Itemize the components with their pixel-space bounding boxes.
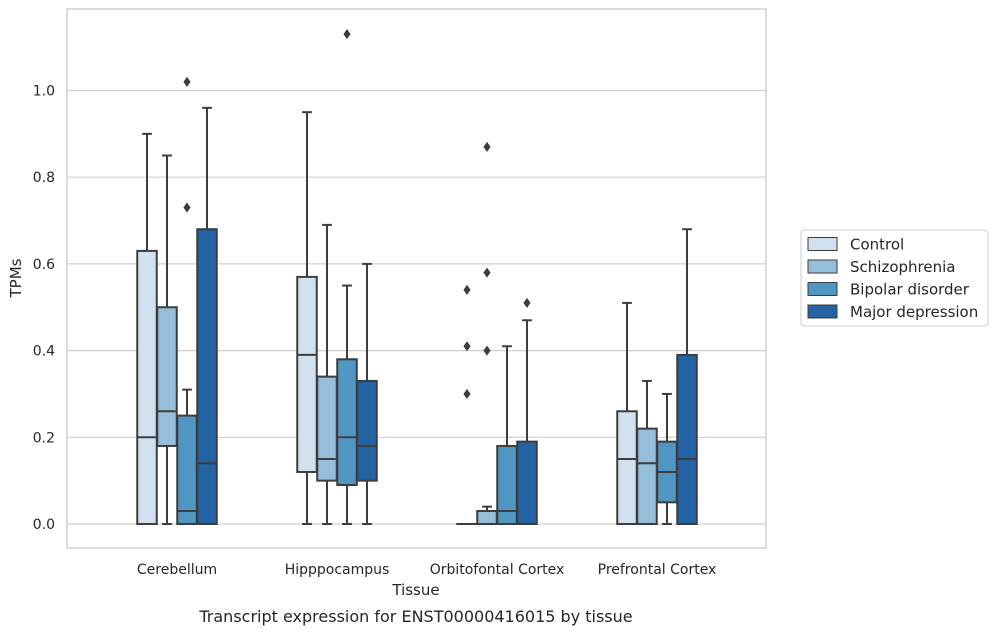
legend-item: Bipolar disorder bbox=[807, 281, 970, 299]
box-group bbox=[676, 228, 698, 525]
legend-swatch bbox=[807, 259, 838, 274]
outlier-point bbox=[463, 284, 471, 295]
box-group bbox=[456, 284, 478, 526]
legend-swatch bbox=[807, 282, 838, 296]
box-group bbox=[476, 141, 498, 525]
box-group bbox=[516, 297, 538, 526]
box-iqr bbox=[356, 379, 378, 482]
outlier-point bbox=[183, 76, 191, 87]
legend-item: Schizophrenia bbox=[807, 258, 955, 276]
y-tick-label: 1.0 bbox=[33, 84, 55, 100]
outlier-point bbox=[523, 297, 531, 308]
chart-caption: Transcript expression for ENST0000041601… bbox=[198, 607, 632, 626]
box-iqr bbox=[516, 440, 538, 526]
box-iqr bbox=[296, 275, 318, 473]
legend-swatch bbox=[807, 304, 838, 319]
outlier-point bbox=[343, 29, 351, 40]
y-axis-label: TPMs bbox=[7, 258, 25, 298]
legend-item: Control bbox=[807, 236, 904, 254]
y-tick-label: 0.4 bbox=[33, 344, 55, 360]
box-iqr bbox=[496, 444, 518, 525]
box-group bbox=[356, 262, 378, 525]
outlier-point bbox=[183, 202, 191, 213]
legend-frame bbox=[800, 229, 989, 327]
plot-frame bbox=[66, 8, 767, 549]
x-tick-label: Hipppocampus bbox=[285, 562, 390, 578]
y-tick-label: 0.6 bbox=[33, 257, 55, 273]
legend-label: Schizophrenia bbox=[850, 258, 955, 276]
box-iqr bbox=[176, 414, 198, 525]
box-iqr bbox=[616, 410, 638, 526]
outlier-point bbox=[463, 388, 471, 399]
box-group bbox=[316, 223, 338, 525]
x-tick-labels: Cerebellum Hipppocampus Orbitofontal Corte… bbox=[137, 562, 716, 578]
outlier-point bbox=[483, 141, 491, 152]
box-iqr bbox=[636, 427, 658, 526]
legend-label: Bipolar disorder bbox=[850, 281, 970, 299]
legend-items: Control Schizophrenia Bipolar disorder Majo… bbox=[807, 236, 978, 321]
box-iqr bbox=[196, 228, 218, 525]
y-tick-label: 0.0 bbox=[33, 517, 55, 533]
box-group bbox=[156, 154, 178, 525]
legend-label: Major depression bbox=[850, 303, 978, 321]
outlier-point bbox=[483, 345, 491, 356]
legend: Control Schizophrenia Bipolar disorder Majo… bbox=[800, 229, 989, 327]
x-tick-label: Orbitofontal Cortex bbox=[430, 562, 565, 578]
box-group bbox=[296, 111, 318, 525]
y-tick-label: 0.8 bbox=[33, 170, 55, 186]
y-tick-label: 0.2 bbox=[33, 430, 55, 446]
box-iqr bbox=[156, 306, 178, 447]
legend-label: Control bbox=[850, 236, 904, 254]
box-iqr bbox=[336, 358, 358, 486]
box-group bbox=[496, 345, 518, 525]
box-iqr bbox=[316, 375, 338, 482]
x-axis-label: Tissue bbox=[391, 581, 439, 599]
box-group bbox=[196, 106, 218, 525]
box-iqr bbox=[136, 249, 158, 526]
box-iqr bbox=[476, 509, 498, 525]
legend-swatch bbox=[807, 237, 838, 251]
y-tick-labels: 0.0 0.2 0.4 0.6 0.8 1.0 bbox=[33, 84, 55, 534]
outlier-point bbox=[463, 341, 471, 352]
x-tick-label: Prefrontal Cortex bbox=[598, 562, 717, 578]
legend-item: Major depression bbox=[807, 303, 978, 321]
box-layer bbox=[136, 29, 698, 526]
box-iqr bbox=[676, 353, 698, 525]
outlier-point bbox=[483, 267, 491, 278]
x-tick-label: Cerebellum bbox=[137, 562, 217, 578]
box-group bbox=[136, 132, 158, 526]
